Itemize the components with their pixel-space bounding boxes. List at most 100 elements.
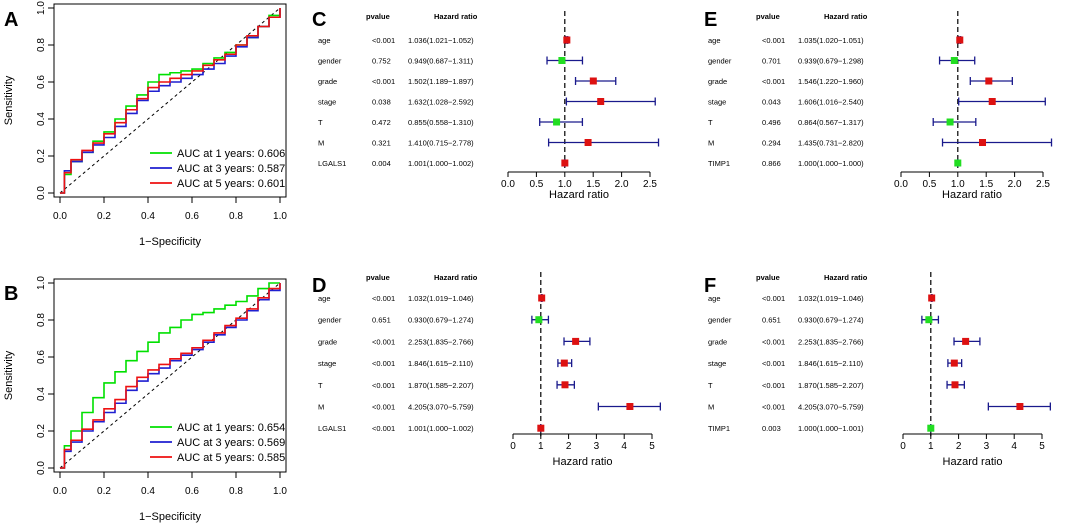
row-hr-text: 1.035(1.020−1.051) <box>798 36 864 45</box>
row-name: grade <box>318 77 337 86</box>
y-tick-label: 0.0 <box>36 461 47 475</box>
row-hr-text: 1.502(1.189−1.897) <box>408 77 474 86</box>
row-name: M <box>708 139 714 148</box>
row-pvalue: <0.001 <box>762 403 785 412</box>
row-hr-text: 1.036(1.021−1.052) <box>408 36 474 45</box>
row-hr-text: 1.000(1.000−1.001) <box>798 424 864 433</box>
row-hr-text: 1.870(1.585−2.207) <box>798 381 864 390</box>
row-pvalue: <0.001 <box>372 36 395 45</box>
panel-letter: D <box>312 275 326 297</box>
row-name: grade <box>318 337 337 346</box>
row-pvalue: <0.001 <box>372 424 395 433</box>
row-pvalue: 0.651 <box>372 316 391 325</box>
row-pvalue: <0.001 <box>372 381 395 390</box>
row-hr-text: 2.253(1.835−2.766) <box>408 337 474 346</box>
roc-panel-B: B 0.0 0.0 0.2 0.2 0.4 0.4 0.6 0.6 0.8 0.8 1.0 1.0 1−S… <box>3 276 287 523</box>
x-tick-label: 0.2 <box>97 211 111 222</box>
x-tick-label: 0.6 <box>185 211 199 222</box>
legend-label: AUC at 5 years: 0.601 <box>177 178 285 190</box>
row-pvalue: <0.001 <box>372 359 395 368</box>
row-hr-text: 1.032(1.019−1.046) <box>798 294 864 303</box>
x-tick-label: 0.2 <box>97 486 111 497</box>
roc-curve-2 <box>60 283 281 469</box>
hr-point-T <box>951 381 959 389</box>
row-pvalue: <0.001 <box>762 294 785 303</box>
row-pvalue: 0.496 <box>762 118 781 127</box>
row-name: LGALS1 <box>318 159 346 168</box>
x-tick-label: 0.4 <box>141 486 155 497</box>
hr-point-gender <box>925 316 933 324</box>
row-pvalue: <0.001 <box>762 36 785 45</box>
row-pvalue: 0.043 <box>762 98 781 107</box>
x-tick-label: 4 <box>621 441 627 452</box>
row-hr-text: 1.546(1.220−1.960) <box>798 77 864 86</box>
y-tick-label: 0.8 <box>36 38 47 52</box>
row-pvalue: <0.001 <box>762 359 785 368</box>
roc-curve-3 <box>60 8 281 194</box>
hr-point-age <box>538 294 546 302</box>
x-axis-title: Hazard ratio <box>943 456 1003 468</box>
hr-point-M <box>626 403 634 410</box>
y-axis-title: Sensitivity <box>3 350 15 400</box>
x-axis-title: Hazard ratio <box>549 189 609 201</box>
x-tick-label: 2.0 <box>615 179 629 190</box>
row-name: T <box>318 118 323 127</box>
row-name: age <box>318 36 331 45</box>
panel-letter: A <box>4 9 18 31</box>
x-tick-label: 1.0 <box>273 211 287 222</box>
row-hr-text: 1.606(1.016−2.540) <box>798 98 864 107</box>
pvalue-header: pvalue <box>366 12 390 21</box>
row-name: T <box>708 118 713 127</box>
x-tick-label: 3 <box>984 441 990 452</box>
hr-point-stage <box>597 98 605 105</box>
x-tick-label: 3 <box>594 441 600 452</box>
y-tick-label: 0.2 <box>36 149 47 163</box>
x-axis-title: 1−Specificity <box>139 511 202 523</box>
x-tick-label: 2.0 <box>1008 179 1022 190</box>
row-name: M <box>318 139 324 148</box>
x-tick-label: 2.5 <box>1036 179 1050 190</box>
legend-label: AUC at 1 years: 0.606 <box>177 148 285 160</box>
hr-point-grade <box>589 77 597 85</box>
x-tick-label: 0.0 <box>53 486 67 497</box>
x-tick-label: 4 <box>1011 441 1017 452</box>
hr-point-gender <box>950 57 958 64</box>
row-hr-text: 2.253(1.835−2.766) <box>798 337 864 346</box>
hr-point-LGALS1 <box>561 159 569 167</box>
row-pvalue: 0.003 <box>762 424 781 433</box>
row-hr-text: 1.000(1.000−1.000) <box>798 159 864 168</box>
row-hr-text: 0.930(0.679−1.274) <box>408 316 474 325</box>
hazard-ratio-header: Hazard ratio <box>434 12 478 21</box>
hr-point-grade <box>985 77 993 85</box>
row-pvalue: 0.294 <box>762 139 781 148</box>
row-hr-text: 4.205(3.070−5.759) <box>798 403 864 412</box>
hr-point-gender <box>558 57 566 64</box>
row-hr-text: 1.435(0.731−2.820) <box>798 139 864 148</box>
roc-curve-1 <box>60 282 280 469</box>
hr-point-age <box>956 36 964 44</box>
row-hr-text: 0.949(0.687−1.311) <box>408 57 474 66</box>
row-name: LGALS1 <box>318 424 346 433</box>
x-tick-label: 1 <box>928 441 934 452</box>
row-pvalue: <0.001 <box>372 77 395 86</box>
x-tick-label: 1.0 <box>273 486 287 497</box>
row-name: age <box>318 294 331 303</box>
x-tick-label: 0.5 <box>529 179 543 190</box>
y-tick-label: 0.6 <box>36 75 47 89</box>
row-hr-text: 0.930(0.679−1.274) <box>798 316 864 325</box>
row-name: TIMP1 <box>708 159 730 168</box>
row-name: gender <box>708 316 732 325</box>
row-pvalue: 0.004 <box>372 159 391 168</box>
x-axis-title: Hazard ratio <box>553 456 613 468</box>
hr-point-grade <box>572 337 580 345</box>
legend-label: AUC at 3 years: 0.587 <box>177 163 285 175</box>
hr-point-age <box>928 294 936 302</box>
row-name: grade <box>708 77 727 86</box>
row-pvalue: <0.001 <box>372 337 395 346</box>
x-tick-label: 0.0 <box>894 179 908 190</box>
row-name: M <box>708 403 714 412</box>
x-tick-label: 0.0 <box>53 211 67 222</box>
hr-point-T <box>553 118 561 126</box>
